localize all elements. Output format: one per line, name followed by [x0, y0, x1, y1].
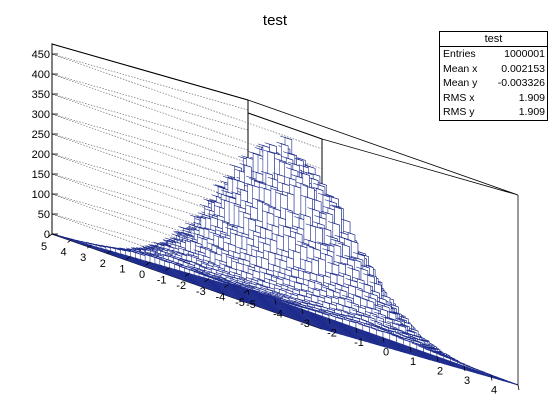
bars-group — [51, 135, 519, 386]
top-edge — [51, 43, 519, 196]
chart-title: test — [263, 12, 288, 29]
bar-top — [76, 239, 89, 244]
